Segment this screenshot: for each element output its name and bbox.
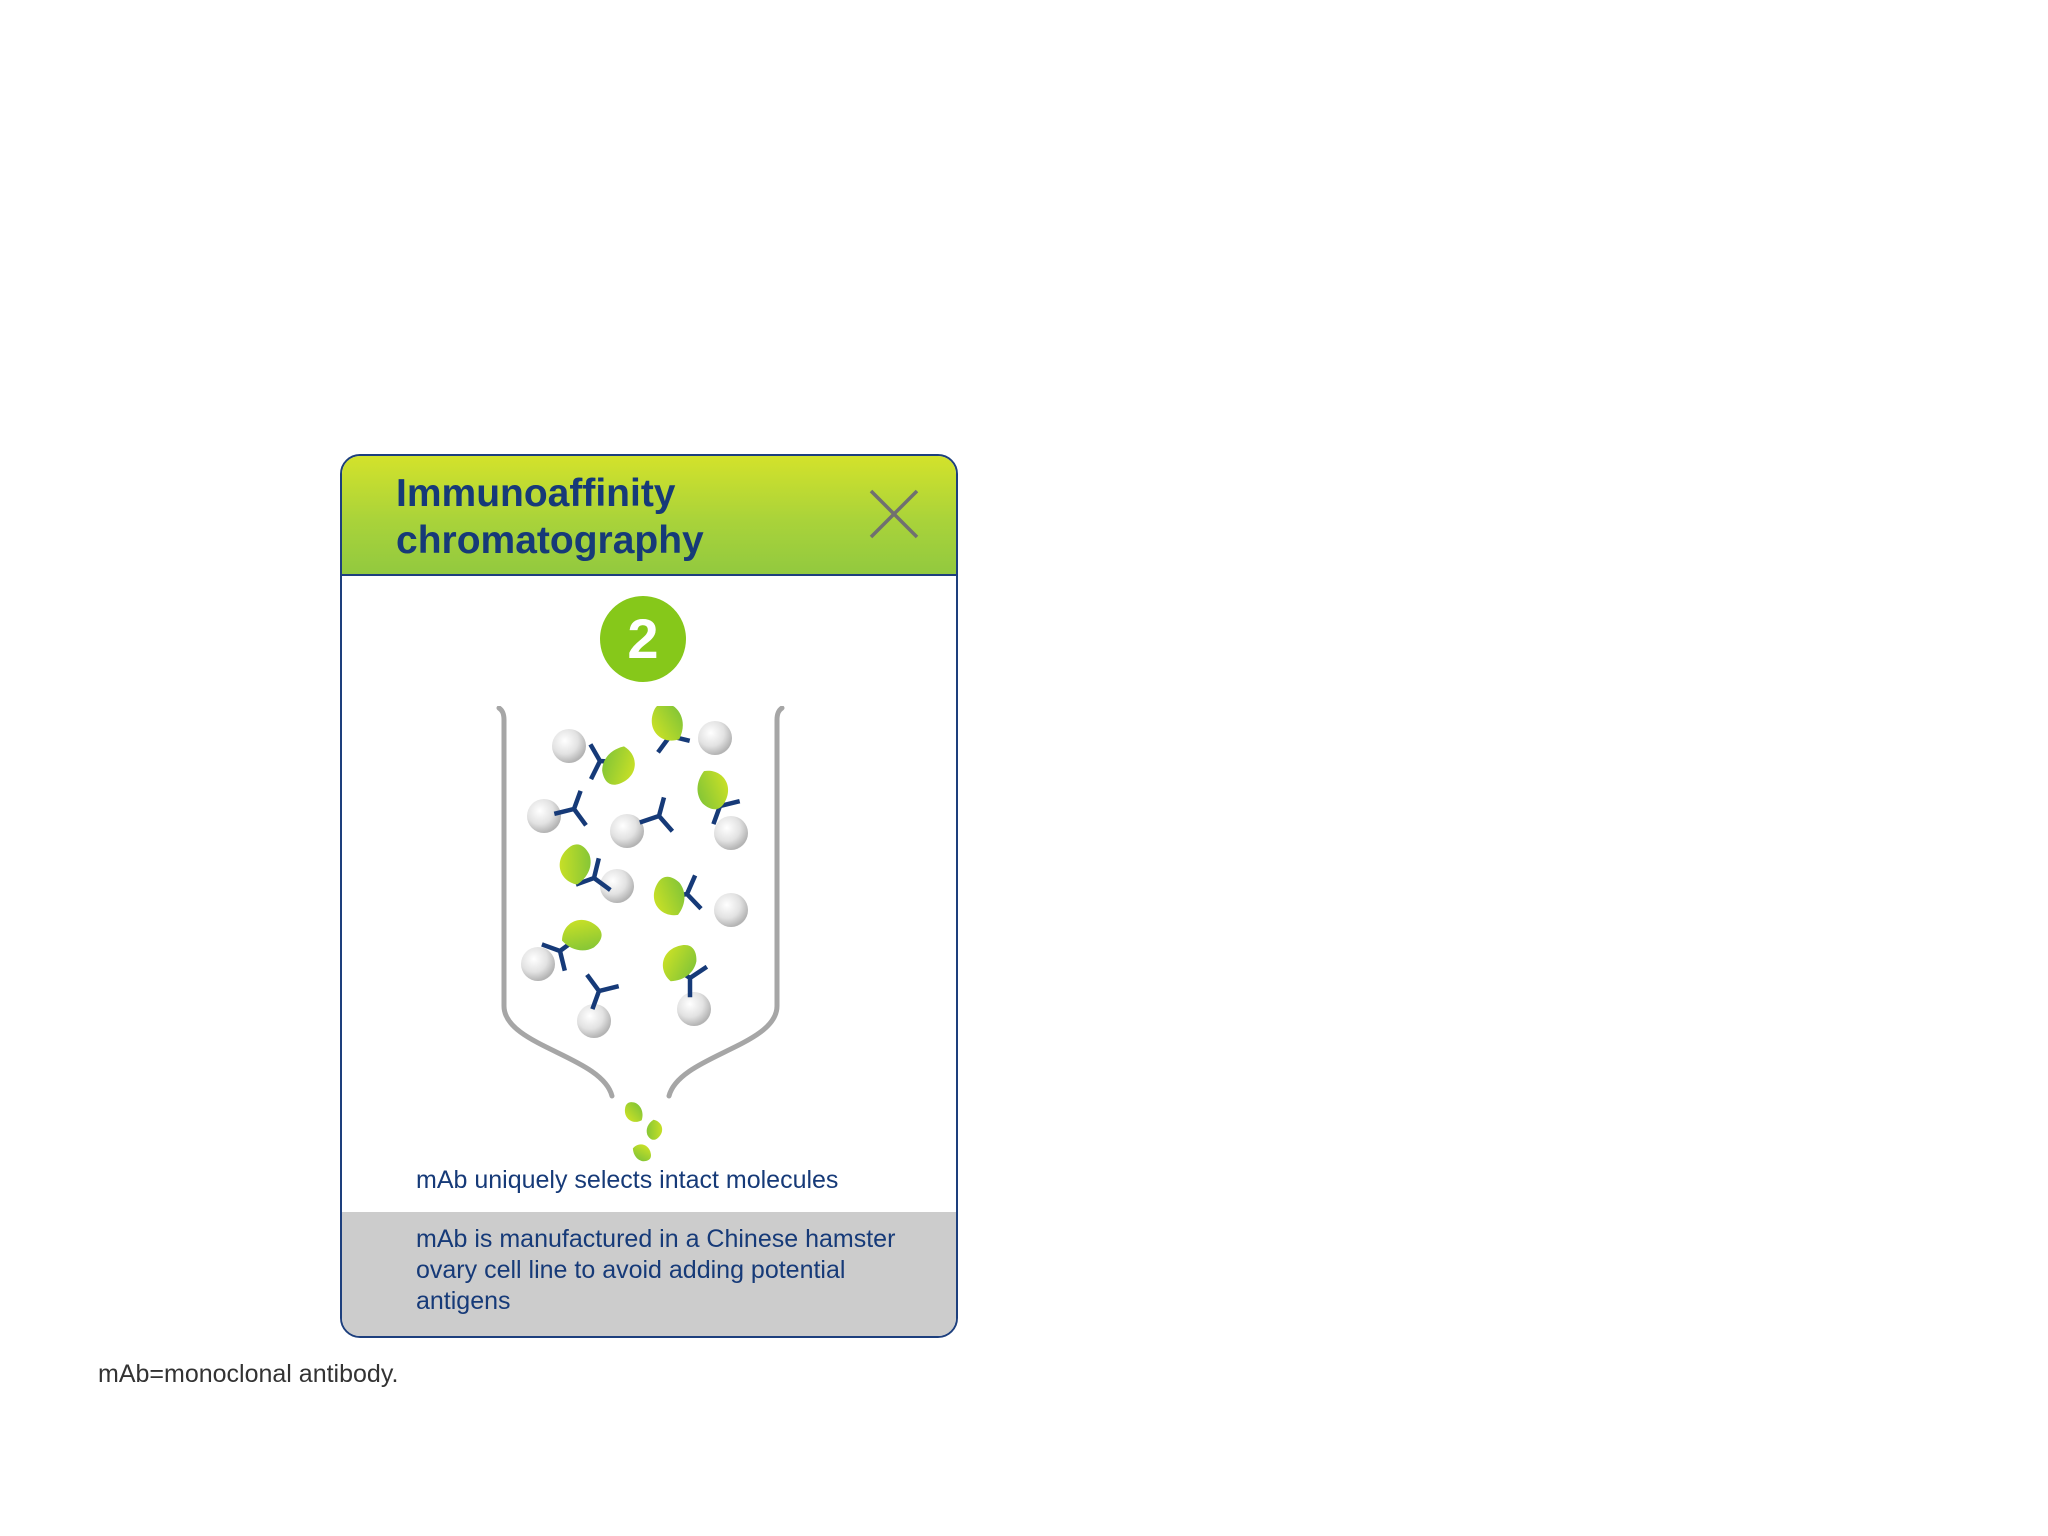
footnote: mAb=monoclonal antibody. xyxy=(98,1360,399,1388)
footer-text: mAb is manufactured in a Chinese hamster… xyxy=(416,1225,896,1315)
card-footer: mAb is manufactured in a Chinese hamster… xyxy=(342,1212,956,1336)
close-icon[interactable] xyxy=(868,488,920,540)
card-title: Immunoaffinity chromatography xyxy=(396,472,704,562)
info-card: Immunoaffinity chromatography 2 xyxy=(340,454,958,1338)
target-molecule-icon xyxy=(551,706,734,1165)
card-caption: mAb uniquely selects intact molecules xyxy=(416,1166,839,1194)
bead-icon xyxy=(521,721,748,1038)
card-header: Immunoaffinity chromatography xyxy=(342,456,956,576)
step-badge: 2 xyxy=(600,596,686,682)
column-diagram xyxy=(496,706,785,1165)
close-button[interactable] xyxy=(868,488,920,540)
column-icon xyxy=(496,706,785,1099)
